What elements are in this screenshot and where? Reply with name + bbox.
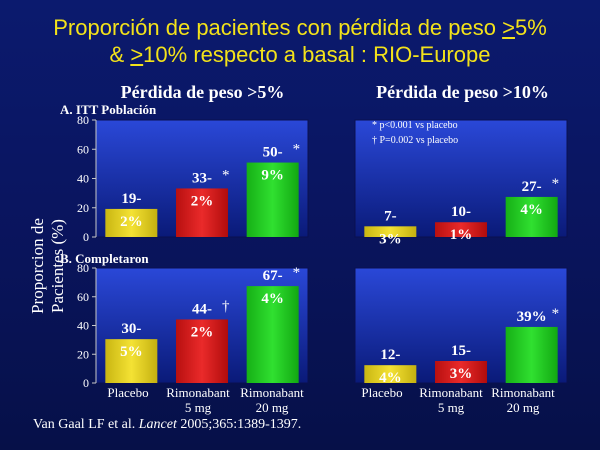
bar-label-A-right-2: 27-: [522, 179, 542, 195]
significance-mark-A-left-1: *: [222, 167, 230, 183]
y-tick-label-B-left-2: 40: [77, 319, 89, 333]
slide-title-line2: & >10% respecto a basal : RIO-Europe: [109, 42, 491, 67]
y-tick-label-B-left-4: 80: [77, 261, 89, 275]
x-label-rimo5-left: Rimonabant 5 mg: [166, 385, 230, 415]
bar-label-B-right-2: 39%: [517, 309, 547, 325]
significance-mark-B-left-2: *: [293, 265, 301, 281]
subtitle-itt: A. ITT Población: [60, 102, 157, 117]
bar-label-A-right-2-frac: 4%: [520, 202, 543, 218]
bar-label-B-right-0: 12-: [380, 347, 400, 363]
bar-A-right-1: [435, 222, 487, 237]
bar-A-right-0: [364, 226, 417, 237]
x-label-placebo-right: Placebo: [361, 385, 403, 400]
significance-mark-A-left-2: *: [293, 142, 301, 158]
y-tick-label-B-left-1: 20: [77, 347, 89, 361]
bar-A-left-1: [176, 188, 228, 237]
bar-label-B-left-2: 67-: [263, 268, 283, 284]
y-tick-label-A-left-4: 80: [77, 113, 89, 127]
bar-label-B-left-1: 44-: [192, 301, 212, 317]
y-tick-label-A-left-1: 20: [77, 201, 89, 215]
bar-B-left-1: [176, 319, 228, 383]
footnote-p002: † P=0.002 vs placebo: [372, 135, 459, 146]
bar-label-B-left-0-frac: 5%: [120, 344, 143, 360]
y-tick-label-A-left-0: 0: [83, 230, 89, 244]
bar-label-A-left-0-frac: 2%: [120, 214, 143, 230]
bar-label-A-right-1-frac: 1%: [450, 227, 473, 243]
significance-mark-B-left-1: †: [222, 298, 230, 314]
x-label-rimo5-right: Rimonabant 5 mg: [419, 385, 483, 415]
bar-label-A-right-1: 10-: [451, 204, 471, 220]
bar-label-A-left-0: 19-: [121, 191, 141, 207]
bar-label-A-left-2: 50-: [263, 145, 283, 161]
bar-label-A-left-1: 33-: [192, 170, 212, 186]
bar-A-left-2: [246, 162, 299, 237]
bar-label-A-right-0-frac: 3%: [379, 231, 402, 247]
bar-A-left-0: [105, 208, 158, 237]
y-axis-label: Proporcion de Pacientes (%): [28, 218, 67, 314]
bar-label-B-right-0-frac: 4%: [379, 370, 402, 386]
x-label-placebo-left: Placebo: [107, 385, 149, 400]
slide-title-line1: Proporción de pacientes con pérdida de p…: [53, 15, 547, 40]
x-label-rimo20-left: Rimonabant 20 mg: [240, 385, 304, 415]
bar-label-B-left-0: 30-: [121, 321, 141, 337]
bar-label-B-left-2-frac: 4%: [261, 291, 284, 307]
bar-label-B-right-1: 15-: [451, 343, 471, 359]
bar-B-right-0: [364, 365, 417, 383]
y-tick-label-B-left-0: 0: [83, 376, 89, 390]
bar-B-left-2: [246, 286, 299, 383]
panel-title-right: Pérdida de peso >10%: [376, 82, 549, 102]
bar-label-A-left-2-frac: 9%: [261, 168, 284, 184]
y-tick-label-A-left-2: 40: [77, 172, 89, 186]
bar-A-right-2: [505, 196, 558, 237]
subtitle-completaron: B. Completaron: [60, 251, 149, 266]
bar-label-B-right-1-frac: 3%: [450, 366, 473, 382]
y-tick-label-B-left-3: 60: [77, 290, 89, 304]
y-tick-label-A-left-3: 60: [77, 142, 89, 156]
significance-mark-A-right-2: *: [552, 176, 560, 192]
significance-mark-B-right-2: *: [552, 306, 560, 322]
citation: Van Gaal LF et al. Lancet 2005;365:1389-…: [33, 417, 302, 432]
bar-label-A-right-0: 7-: [384, 208, 397, 224]
bar-label-B-left-1-frac: 2%: [191, 324, 214, 340]
footnote-p001: * p<0.001 vs placebo: [372, 120, 458, 131]
x-label-rimo20-right: Rimonabant 20 mg: [491, 385, 555, 415]
bar-B-left-0: [105, 339, 158, 383]
bar-label-A-left-1-frac: 2%: [191, 193, 214, 209]
bar-B-right-1: [435, 361, 487, 383]
bar-B-right-2: [505, 326, 558, 383]
panel-title-left: Pérdida de peso >5%: [120, 82, 285, 102]
